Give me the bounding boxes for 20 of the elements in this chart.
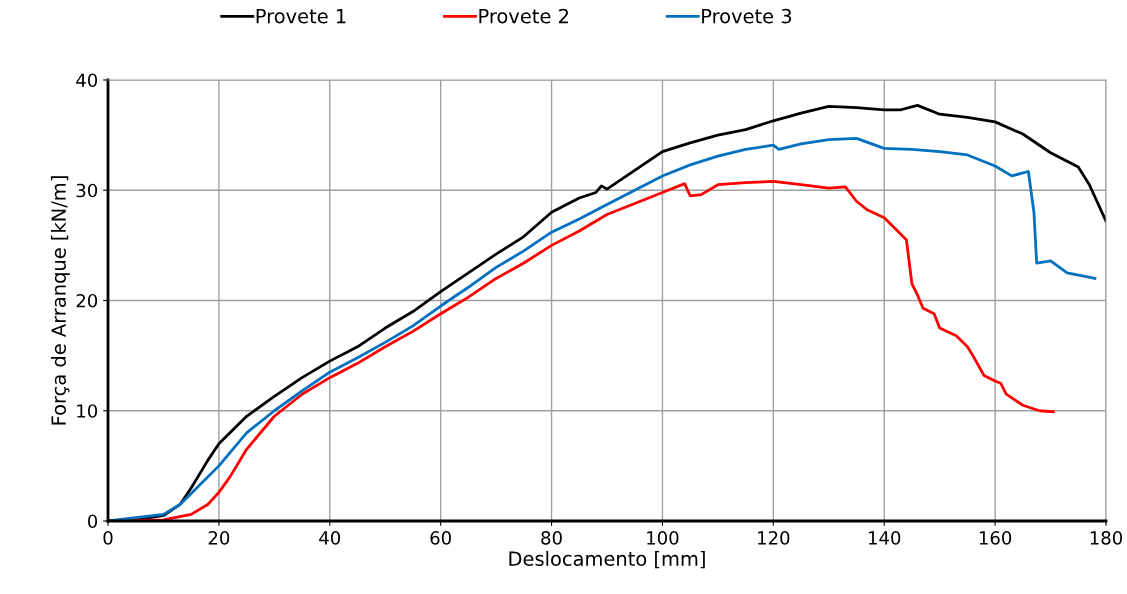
x-tick-label: 60 xyxy=(430,531,451,545)
legend-label: Provete 3 xyxy=(702,8,792,24)
x-tick-label: 160 xyxy=(979,531,1012,545)
y-tick-label: 30 xyxy=(76,183,98,198)
x-tick-label: 40 xyxy=(319,531,341,545)
y-axis-title: Força de Arranque [kN/m] xyxy=(50,176,70,425)
x-tick-label: 0 xyxy=(103,531,113,545)
legend-label: Provete 2 xyxy=(479,8,568,24)
x-tick-label: 120 xyxy=(758,531,790,545)
legend-label: Provete 1 xyxy=(256,9,346,24)
x-tick-label: 20 xyxy=(208,531,230,545)
y-tick-label: 0 xyxy=(87,514,98,529)
x-tick-label: 180 xyxy=(1090,531,1123,545)
x-tick-label: 100 xyxy=(647,531,679,545)
y-tick-label: 40 xyxy=(76,73,98,88)
x-tick-label: 140 xyxy=(868,531,901,545)
y-tick-label: 10 xyxy=(77,404,98,418)
x-tick-label: 80 xyxy=(541,531,562,545)
y-tick-label: 20 xyxy=(76,293,98,308)
x-axis-title: Deslocamento [mm] xyxy=(509,550,705,569)
